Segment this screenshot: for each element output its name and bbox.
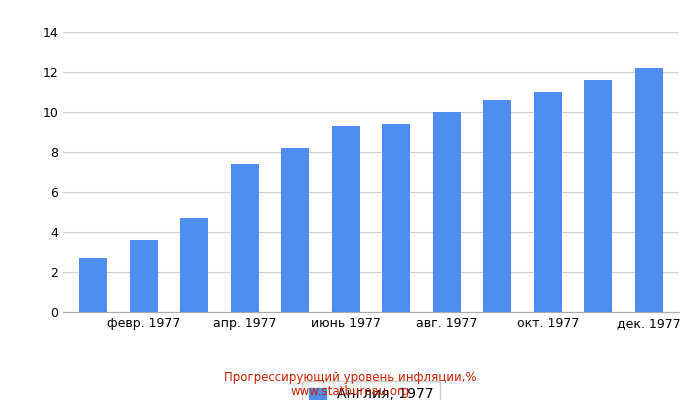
Bar [483,100,511,312]
Legend: Англия, 1977: Англия, 1977 [302,380,440,400]
Bar [79,258,107,312]
Bar [635,68,663,312]
Bar [534,92,561,312]
Bar [584,80,612,312]
Bar [231,164,259,312]
Bar [181,218,208,312]
Bar [332,126,360,312]
Text: www.statbureau.org: www.statbureau.org [290,385,410,398]
Text: Прогрессирующий уровень инфляции,%: Прогрессирующий уровень инфляции,% [224,372,476,384]
Bar [130,240,158,312]
Bar [433,112,461,312]
Bar [382,124,410,312]
Bar [281,148,309,312]
